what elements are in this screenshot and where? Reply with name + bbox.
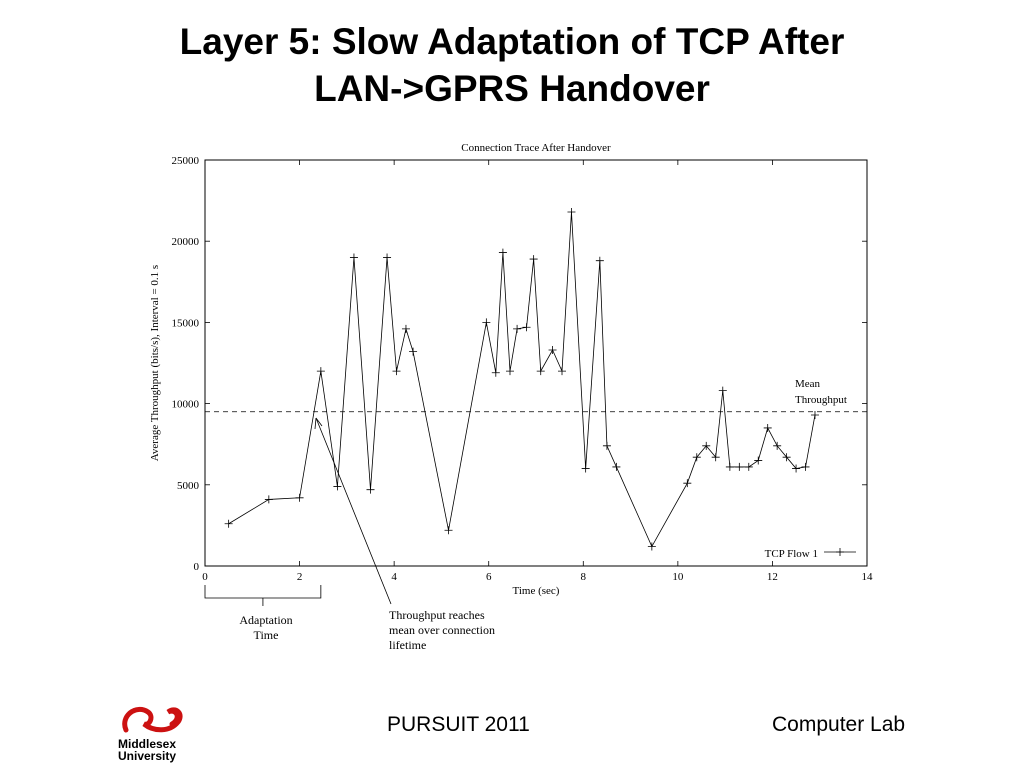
- x-tick-label: 0: [202, 571, 208, 583]
- adaptation-bracket-line: [204, 585, 322, 606]
- x-tick-label: 8: [581, 571, 587, 583]
- data-point: [683, 479, 692, 488]
- data-point: [264, 495, 273, 504]
- data-point: [702, 441, 711, 450]
- x-axis-label: Time (sec): [513, 585, 560, 597]
- data-point: [763, 423, 772, 432]
- series-line: [228, 211, 816, 548]
- data-point: [810, 410, 819, 419]
- x-tick-label: 6: [486, 571, 492, 583]
- data-point: [718, 386, 727, 395]
- arrow-annotation: Throughput reaches mean over connection …: [314, 417, 495, 652]
- footer-right-text: Computer Lab: [772, 713, 906, 736]
- y-tick-label: 20000: [172, 236, 200, 248]
- data-point: [782, 453, 791, 462]
- data-point: [505, 367, 514, 376]
- data-point: [612, 462, 621, 471]
- data-point: [801, 462, 810, 471]
- plot-frame: [204, 159, 868, 567]
- y-axis-label: Average Throughput (bits/s), Interval = …: [149, 265, 161, 461]
- throughput-chart: Connection Trace After Handover Time (se…: [149, 142, 874, 652]
- axis-ticks: 0 2 4 6 8 10 12 14 0 5000 10000 15000 20000 25000: [172, 155, 874, 583]
- annotation-arrow: [315, 417, 392, 605]
- data-point: [482, 318, 491, 327]
- logo-line2: University: [118, 749, 177, 763]
- y-tick-label: 15000: [172, 317, 200, 329]
- legend-label: TCP Flow 1: [765, 548, 818, 560]
- data-point: [392, 367, 401, 376]
- data-point: [491, 368, 500, 377]
- logo-text: Middlesex University: [118, 738, 176, 762]
- data-point: [444, 526, 453, 535]
- legend-marker: [836, 548, 844, 556]
- university-logo: Middlesex University: [118, 702, 198, 766]
- legend: TCP Flow 1: [765, 548, 856, 560]
- data-point: [513, 324, 522, 333]
- data-point: [773, 441, 782, 450]
- series-tcp-flow-1: [224, 207, 819, 551]
- data-point: [409, 347, 418, 356]
- data-point: [498, 248, 507, 257]
- logo-line1: Middlesex: [118, 737, 177, 751]
- annotation-line3: lifetime: [389, 638, 426, 652]
- data-point: [567, 207, 576, 216]
- data-point: [647, 542, 656, 551]
- annotation-line2: mean over connection: [389, 623, 495, 637]
- data-point: [581, 464, 590, 473]
- chart-title: Connection Trace After Handover: [461, 142, 611, 154]
- data-point: [692, 453, 701, 462]
- data-point: [548, 346, 557, 355]
- slide-title-line2: LAN->GPRS Handover: [314, 68, 710, 109]
- data-point: [711, 453, 720, 462]
- data-point: [735, 462, 744, 471]
- data-point: [744, 462, 753, 471]
- data-point: [522, 323, 531, 332]
- logo-swirl-icon: [122, 706, 183, 733]
- data-point: [383, 253, 392, 262]
- annotation-arrowhead: [314, 417, 323, 430]
- data-point: [558, 367, 567, 376]
- data-point: [295, 493, 304, 502]
- x-tick-label: 12: [767, 571, 778, 583]
- x-tick-label: 14: [862, 571, 874, 583]
- data-point: [316, 367, 325, 376]
- data-point: [792, 464, 801, 473]
- data-point: [725, 462, 734, 471]
- x-tick-label: 2: [297, 571, 303, 583]
- slide-title: Layer 5: Slow Adaptation of TCP After LA…: [0, 18, 1024, 112]
- y-tick-label: 25000: [172, 155, 200, 167]
- adaptation-label-line1: Adaptation: [239, 613, 292, 627]
- data-point: [602, 441, 611, 450]
- data-point: [333, 482, 342, 491]
- x-tick-label: 4: [391, 571, 397, 583]
- data-point: [529, 255, 538, 264]
- slide-title-line1: Layer 5: Slow Adaptation of TCP After: [179, 21, 845, 62]
- data-point: [595, 256, 604, 265]
- y-tick-label: 10000: [172, 399, 200, 411]
- data-point: [401, 324, 410, 333]
- mean-label-line2: Throughput: [795, 394, 847, 406]
- adaptation-bracket: Adaptation Time: [204, 585, 322, 642]
- data-point: [224, 519, 233, 528]
- data-point: [754, 456, 763, 465]
- y-tick-label: 0: [194, 561, 200, 573]
- footer-center-text: PURSUIT 2011: [387, 713, 530, 736]
- annotation-line1: Throughput reaches: [389, 608, 485, 622]
- data-point: [536, 367, 545, 376]
- x-tick-label: 10: [672, 571, 684, 583]
- data-point: [366, 485, 375, 494]
- data-point: [349, 253, 358, 262]
- y-tick-label: 5000: [177, 480, 200, 492]
- adaptation-label-line2: Time: [254, 628, 279, 642]
- mean-label-line1: Mean: [795, 378, 821, 390]
